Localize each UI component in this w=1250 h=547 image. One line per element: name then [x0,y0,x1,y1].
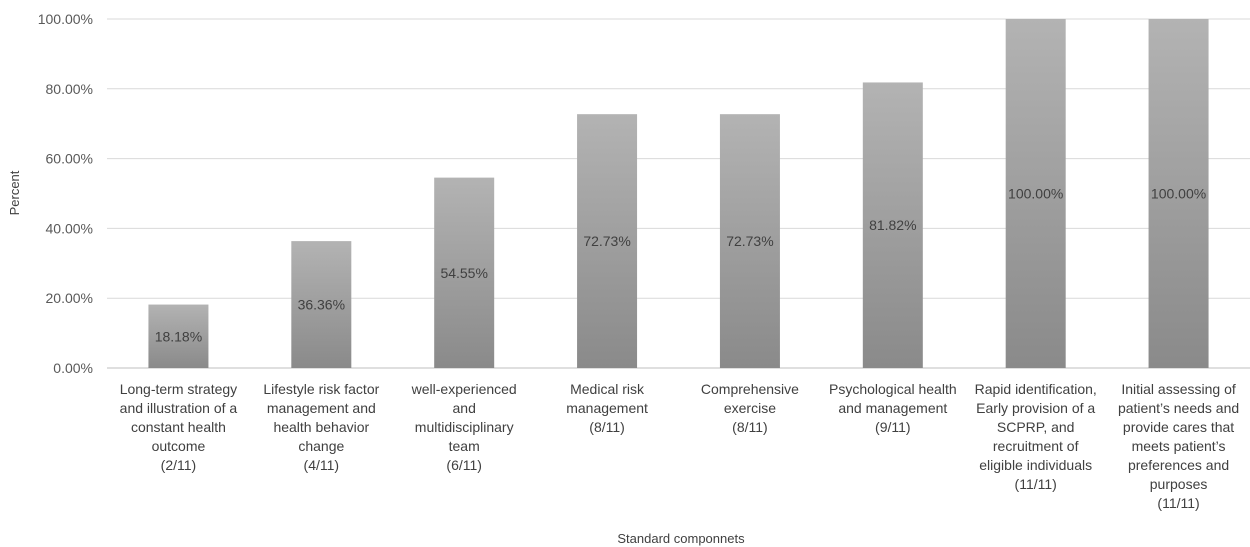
x-tick-label: well-experienced and multidisciplinary team… [411,381,517,473]
bars [148,19,1209,369]
bar [577,114,638,368]
x-tick-label: Initial assessing of patient’s needs and p… [1118,381,1239,511]
x-tick-label-line: (11/11) [1015,476,1057,492]
x-tick-label-line: (4/11) [304,457,340,473]
x-tick-label-line: exercise [724,400,776,416]
x-tick-label-line: change [298,438,344,454]
y-tick-label: 100.00% [38,11,93,27]
x-tick-label-line: constant health [131,419,226,435]
x-tick-label: Comprehensive exercise (8/11) [701,381,799,435]
y-tick-label: 80.00% [46,81,93,97]
y-axis-title: Percent [7,170,22,215]
data-label: 81.82% [869,217,916,233]
bar [291,241,352,368]
x-tick-label-line: (8/11) [589,419,625,435]
bar [148,304,209,368]
x-tick-label-line: (8/11) [732,419,768,435]
x-tick-label-line: Psychological health [829,381,957,397]
x-tick-label-line: Medical risk [570,381,645,397]
bar [862,82,923,369]
x-tick-label-line: and management [838,400,947,416]
bar [1005,19,1066,368]
data-label: 72.73% [583,233,630,249]
data-label: 100.00% [1151,186,1206,202]
x-tick-label-line: multidisciplinary [415,419,514,435]
x-tick-label-line: Early provision of a [976,400,1095,416]
x-tick-label-line: team [449,438,480,454]
x-tick-label-line: well-experienced [411,381,517,397]
x-tick-label-line: (6/11) [446,457,482,473]
x-tick-label-line: management and [267,400,376,416]
y-tick-label: 40.00% [46,220,93,236]
x-tick-label: Psychological health and management (9/11) [829,381,957,435]
data-label: 18.18% [155,328,202,344]
x-tick-label-line: and [453,400,476,416]
x-tick-label-line: meets patient’s [1132,438,1226,454]
x-tick-label-line: recruitment of [993,438,1079,454]
x-tick-label-line: (9/11) [875,419,911,435]
y-tick-label: 20.00% [46,290,93,306]
data-labels: 18.18% 36.36% 54.55% 72.73% 72.73% 81.82% 100.… [155,186,1207,345]
x-tick-label-line: Lifestyle risk factor [263,381,379,397]
x-tick-label-line: Rapid identification, [975,381,1097,397]
x-tick-label-line: Long-term strategy [120,381,238,397]
x-tick-label-line: Comprehensive [701,381,799,397]
x-tick-label-line: patient’s needs and [1118,400,1239,416]
y-axis-ticks: 0.00% 20.00% 40.00% 60.00% 80.00% 100.00% [38,11,93,376]
bar [434,177,495,368]
x-tick-label-line: and illustration of a [120,400,238,416]
x-axis-category-labels: Long-term strategy and illustration of a c… [120,381,1239,511]
x-tick-label-line: health behavior [273,419,369,435]
y-tick-label: 60.00% [46,151,93,167]
x-tick-label: Long-term strategy and illustration of a c… [120,381,238,473]
gridlines [107,18,1250,369]
data-label: 36.36% [298,297,345,313]
x-tick-label: Medical risk management (8/11) [566,381,648,435]
x-tick-label: Lifestyle risk factor management and healt… [263,381,379,473]
x-tick-label: Rapid identification, Early provision of … [975,381,1097,492]
bar [719,114,780,368]
x-axis-title: Standard componnets [617,531,745,546]
x-tick-label-line: purposes [1150,476,1208,492]
x-tick-label-line: (11/11) [1157,495,1199,511]
y-tick-label: 0.00% [53,360,93,376]
data-label: 54.55% [440,265,487,281]
x-tick-label-line: (2/11) [161,457,197,473]
x-tick-label-line: SCPRP, and [997,419,1075,435]
bar [1148,19,1209,368]
data-label: 100.00% [1008,186,1063,202]
data-label: 72.73% [726,233,773,249]
x-tick-label-line: management [566,400,648,416]
x-tick-label-line: eligible individuals [979,457,1092,473]
x-tick-label-line: Initial assessing of [1121,381,1236,397]
x-tick-label-line: preferences and [1128,457,1229,473]
x-tick-label-line: outcome [152,438,206,454]
x-tick-label-line: provide cares that [1123,419,1234,435]
